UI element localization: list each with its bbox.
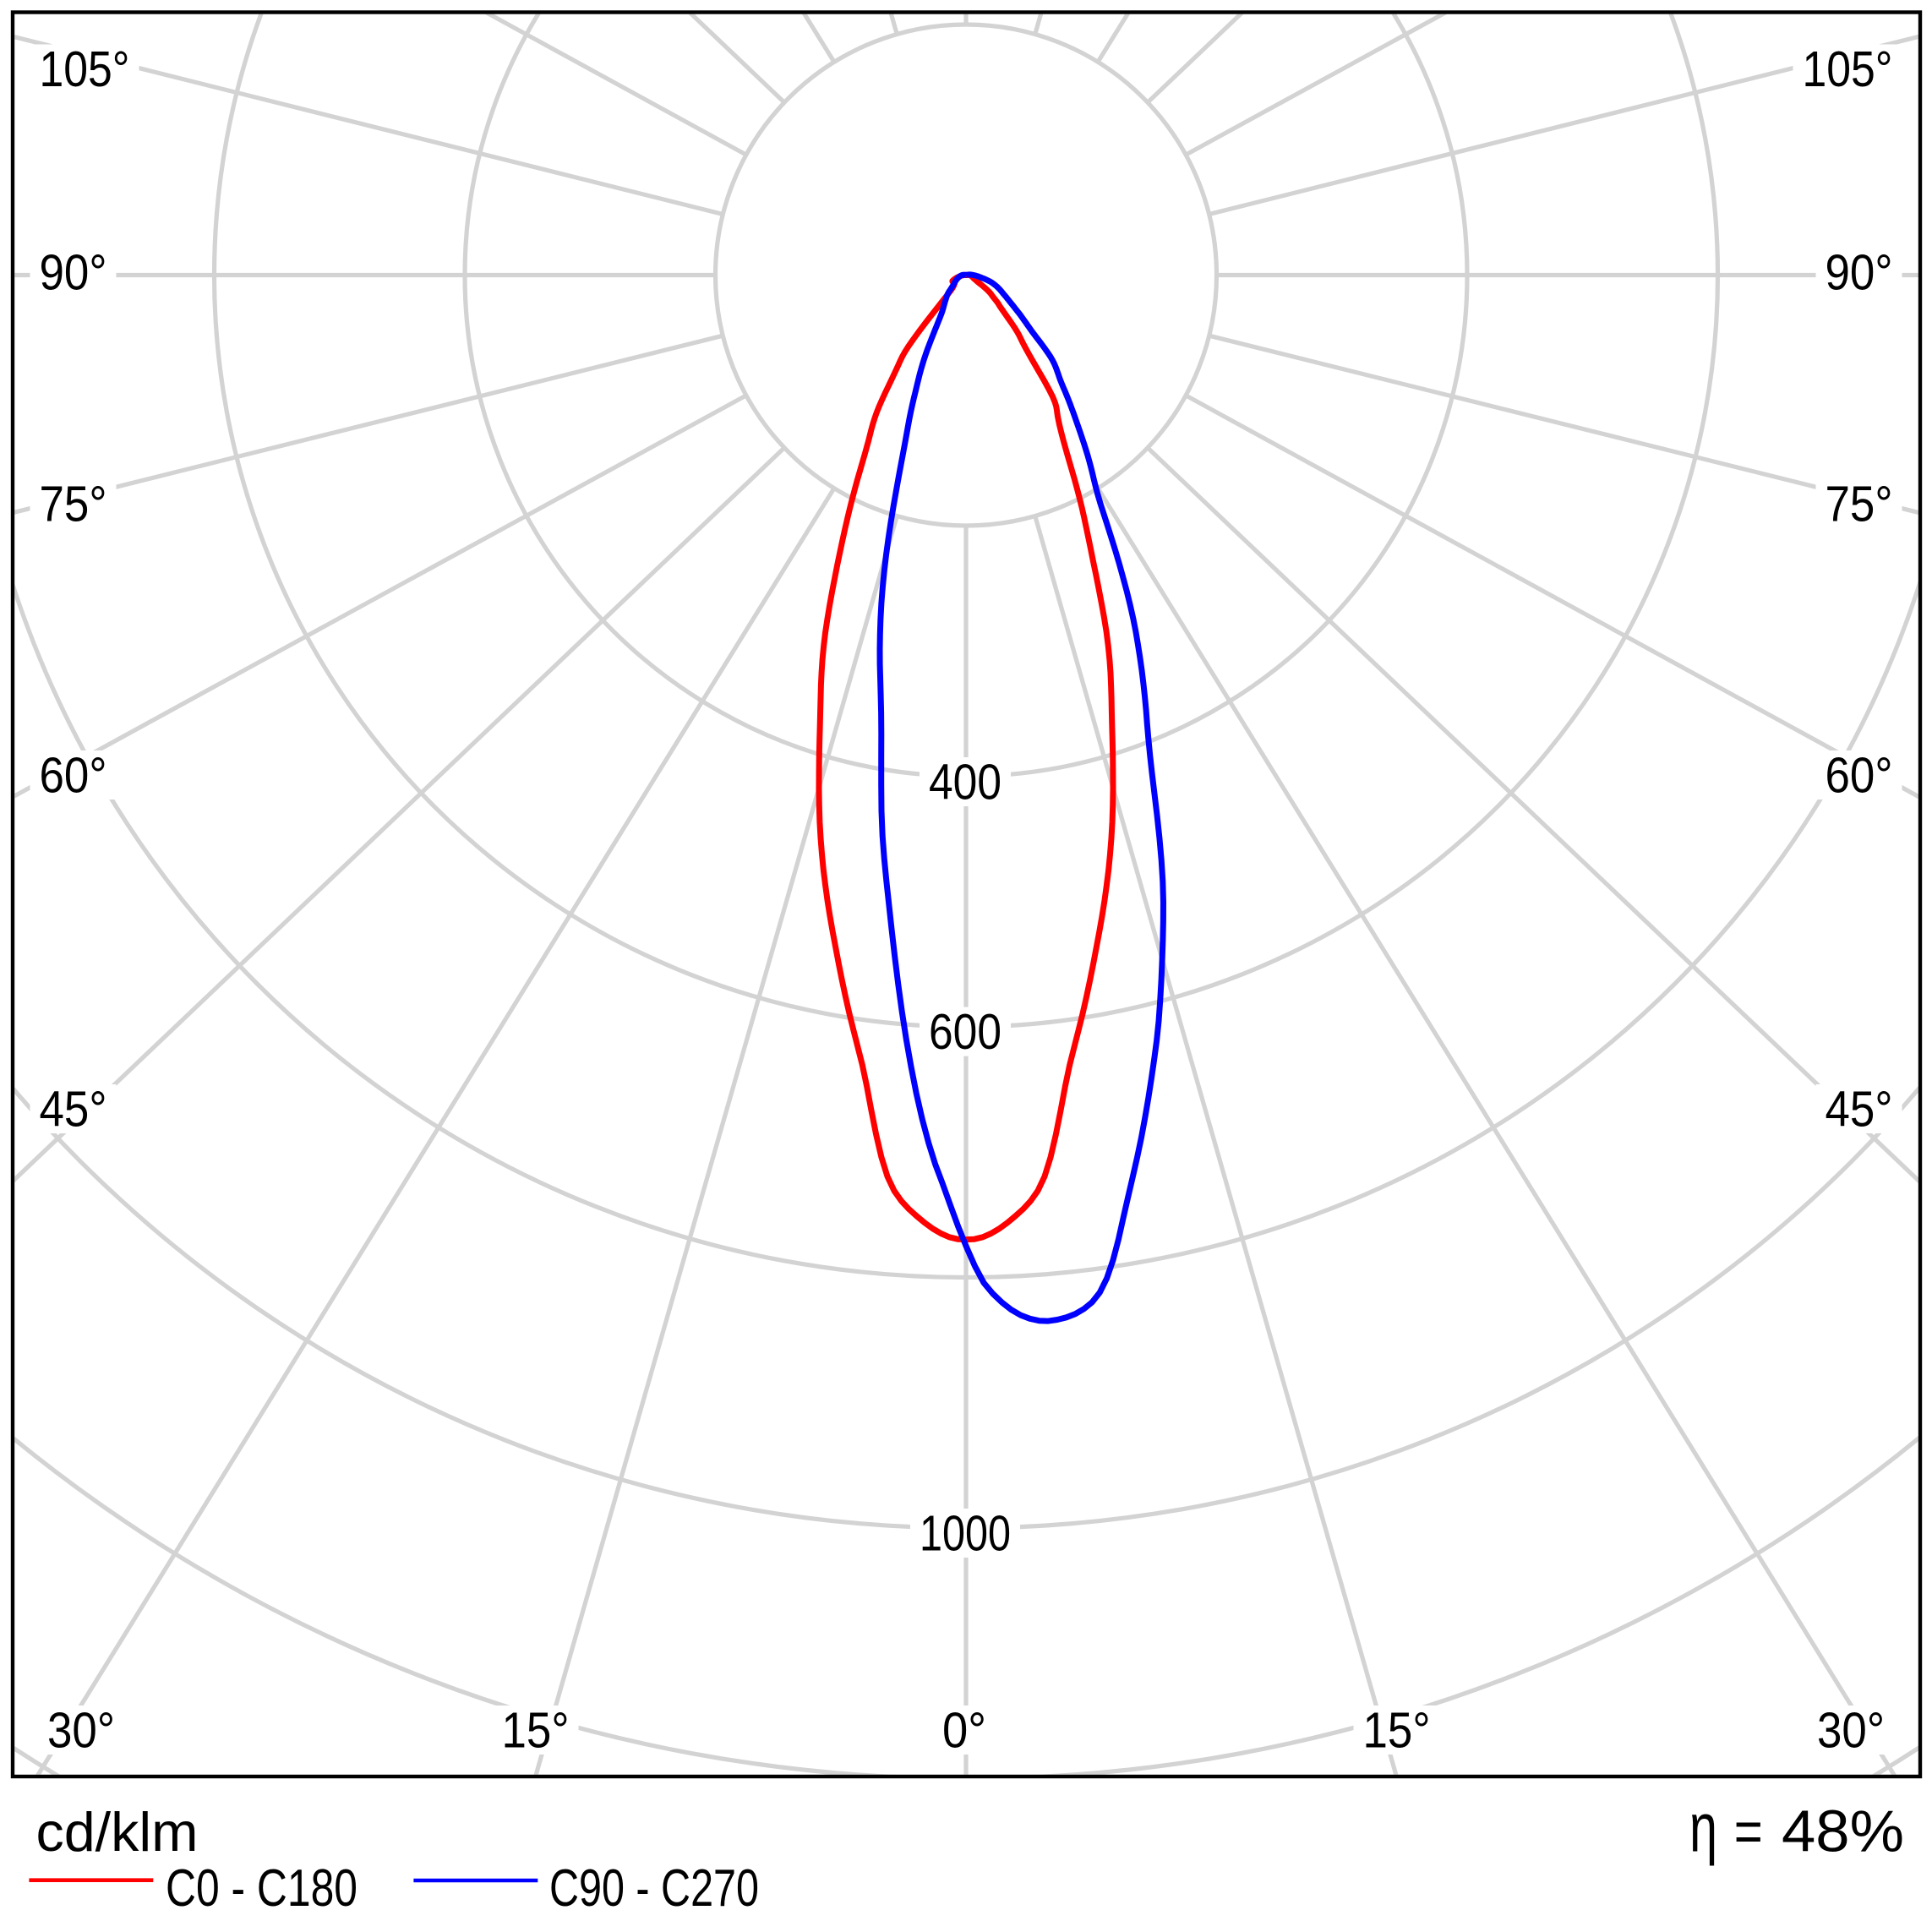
svg-text:=: =	[1734, 1798, 1763, 1864]
svg-text:30°: 30°	[1817, 1702, 1885, 1758]
svg-text:15°: 15°	[502, 1702, 570, 1758]
svg-text:45°: 45°	[1826, 1081, 1893, 1137]
svg-text:60°: 60°	[40, 747, 107, 803]
svg-text:48%: 48%	[1782, 1798, 1904, 1864]
svg-text:cd/klm: cd/klm	[36, 1801, 199, 1863]
svg-text:0°: 0°	[942, 1702, 986, 1758]
svg-text:η: η	[1689, 1789, 1717, 1866]
svg-text:60°: 60°	[1826, 747, 1893, 803]
svg-text:105°: 105°	[40, 41, 130, 97]
svg-text:90°: 90°	[40, 244, 107, 300]
svg-text:C0 - C180: C0 - C180	[166, 1859, 357, 1918]
svg-text:75°: 75°	[40, 476, 107, 532]
svg-text:C90 - C270: C90 - C270	[549, 1859, 759, 1918]
svg-text:90°: 90°	[1826, 244, 1893, 300]
svg-text:1000: 1000	[920, 1505, 1011, 1561]
svg-text:15°: 15°	[1363, 1702, 1431, 1758]
svg-text:600: 600	[929, 1004, 1001, 1060]
svg-text:400: 400	[929, 754, 1001, 810]
svg-text:75°: 75°	[1826, 476, 1893, 532]
svg-text:45°: 45°	[40, 1081, 107, 1137]
svg-text:105°: 105°	[1803, 41, 1893, 97]
svg-text:30°: 30°	[47, 1702, 115, 1758]
